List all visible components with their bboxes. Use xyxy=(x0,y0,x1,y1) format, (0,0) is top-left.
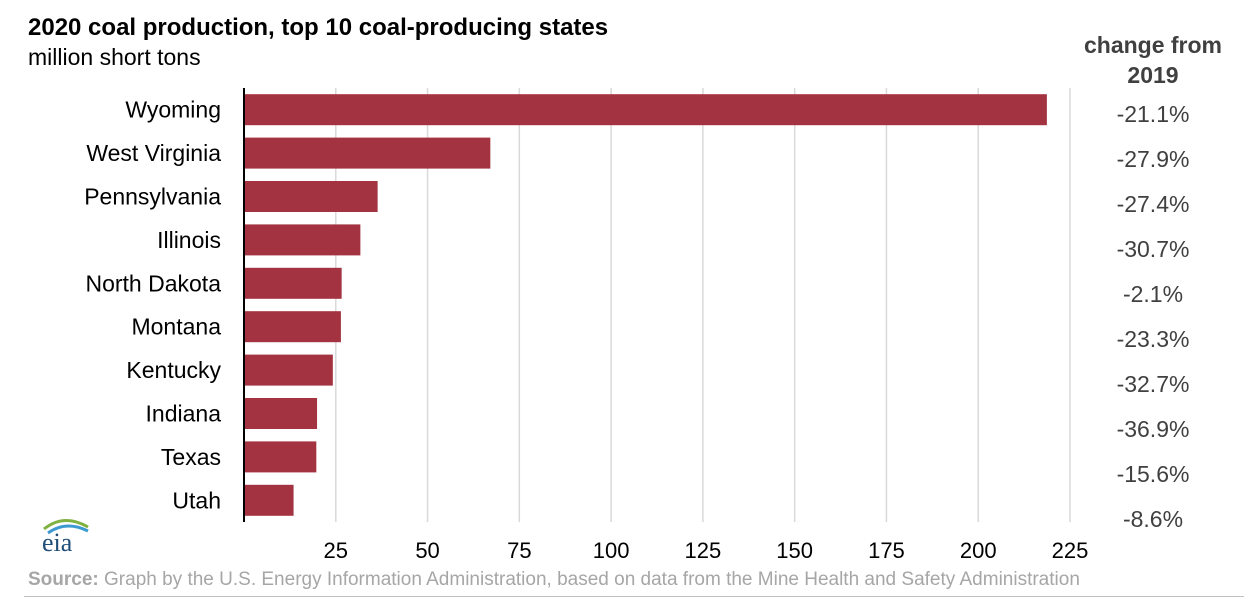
change-value: -21.1% xyxy=(1117,101,1190,127)
bar xyxy=(244,267,342,299)
bar xyxy=(244,484,294,516)
eia-logo-text: eia xyxy=(42,528,73,555)
x-tick-label: 175 xyxy=(868,538,905,563)
change-value: -23.3% xyxy=(1117,326,1190,352)
x-tick-label: 75 xyxy=(507,538,531,563)
bar xyxy=(244,398,318,429)
bar xyxy=(244,181,378,212)
change-column-header: change from 2019 xyxy=(1083,32,1223,88)
bar xyxy=(244,224,361,256)
category-label: Wyoming xyxy=(125,97,221,123)
x-tick-label: 150 xyxy=(776,538,813,563)
change-value: -8.6% xyxy=(1123,506,1183,532)
bar xyxy=(244,311,341,343)
change-value: -36.9% xyxy=(1117,416,1190,442)
source-label: Source: xyxy=(28,569,99,590)
change-value: -27.9% xyxy=(1117,146,1190,172)
x-tick-label: 125 xyxy=(685,538,722,563)
source-divider xyxy=(24,596,1244,597)
x-tick-label: 25 xyxy=(324,538,348,563)
eia-logo-icon: eia xyxy=(38,511,98,557)
category-label: Utah xyxy=(172,487,221,513)
change-value: -2.1% xyxy=(1123,281,1183,307)
x-tick-label: 200 xyxy=(960,538,997,563)
category-label: Pennsylvania xyxy=(84,184,221,210)
category-label: Montana xyxy=(131,314,221,340)
source-note: Source: Graph by the U.S. Energy Informa… xyxy=(28,569,1080,591)
bar xyxy=(244,441,317,473)
chart-subtitle: million short tons xyxy=(28,44,201,70)
category-label: West Virginia xyxy=(86,140,221,166)
x-tick-label: 225 xyxy=(1052,538,1089,563)
x-tick-labels: 25 50 75 100 125 150 175 200 225 xyxy=(324,538,1089,563)
change-value: -30.7% xyxy=(1117,236,1190,262)
change-value: -32.7% xyxy=(1117,371,1190,397)
category-label: Kentucky xyxy=(126,357,221,383)
category-labels: Wyoming West Virginia Pennsylvania Illinois… xyxy=(84,97,221,514)
bar xyxy=(244,137,491,169)
category-label: Texas xyxy=(161,444,221,470)
x-tick-label: 50 xyxy=(415,538,439,563)
category-label: Illinois xyxy=(157,227,221,253)
change-value: -15.6% xyxy=(1117,461,1190,487)
change-value: -27.4% xyxy=(1117,191,1190,217)
category-label: North Dakota xyxy=(85,270,221,296)
bars xyxy=(244,94,1047,516)
category-label: Indiana xyxy=(146,401,222,427)
bar xyxy=(244,354,333,386)
change-labels: -21.1% -27.9% -27.4% -30.7% -2.1% -23.3% -32.7… xyxy=(1117,101,1190,532)
bar xyxy=(244,94,1047,126)
source-text: Graph by the U.S. Energy Information Adm… xyxy=(98,569,1080,590)
x-tick-label: 100 xyxy=(593,538,630,563)
chart-title: 2020 coal production, top 10 coal-produc… xyxy=(28,14,609,41)
